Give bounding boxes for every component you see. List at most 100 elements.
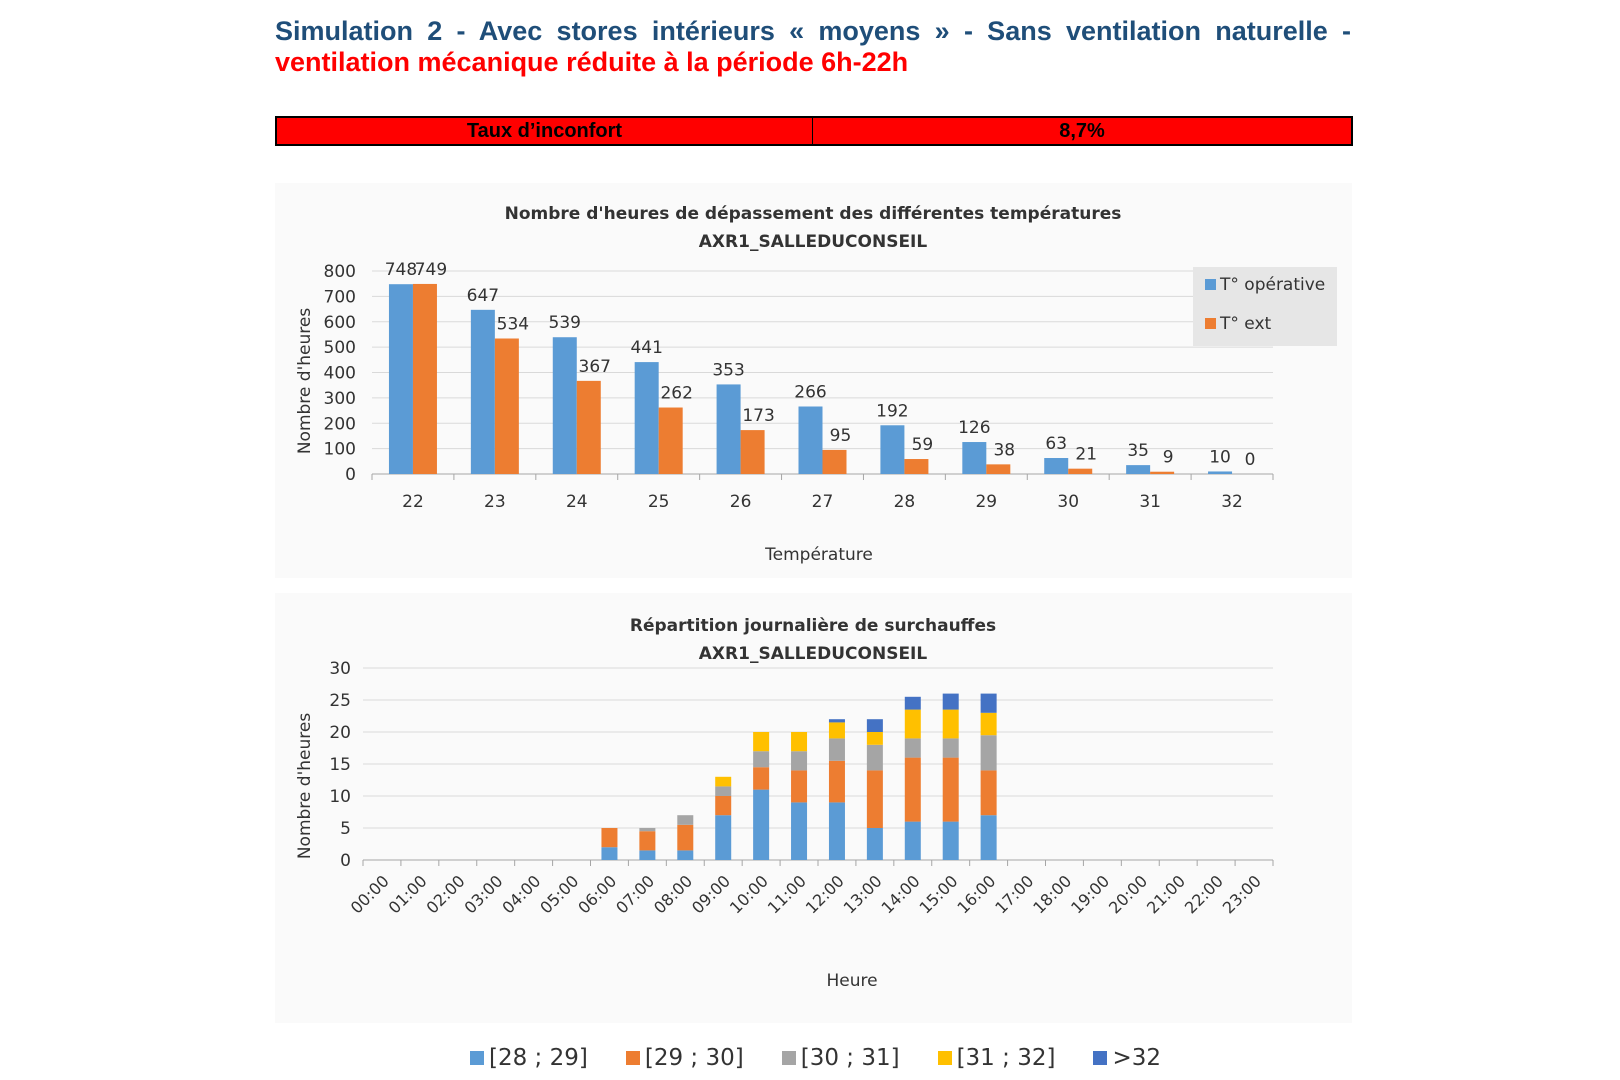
y-tick-label: 0 (345, 465, 356, 485)
x-tick-label: 29 (975, 492, 997, 512)
data-label: 192 (876, 401, 908, 421)
bar (412, 283, 437, 474)
x-tick-label: 02:00 (423, 871, 469, 917)
exceedance-hours-chart-svg: Nombre d'heures de dépassement des diffé… (295, 204, 1337, 565)
stacked-bar-segment (639, 828, 656, 832)
stacked-bar-segment (942, 757, 959, 822)
bar (798, 406, 823, 474)
stacked-bar-segment (715, 796, 732, 816)
x-tick-label: 31 (1139, 492, 1161, 512)
chart-title: Nombre d'heures de dépassement des diffé… (505, 204, 1122, 224)
document-heading: Simulation 2 - Avec stores intérieurs « … (275, 16, 1351, 78)
x-tick-label: 07:00 (612, 871, 658, 917)
x-tick-label: 16:00 (953, 871, 999, 917)
bar (822, 449, 847, 474)
overheating-legend: [28 ; 29] [29 ; 30] [30 ; 31] [31 ; 32] >32 (470, 1038, 1199, 1078)
y-tick-label: 600 (324, 313, 356, 333)
stacked-bar-segment (866, 828, 883, 860)
data-label: 126 (958, 418, 990, 438)
chart-legend: T° opérative T° ext (1193, 267, 1337, 346)
legend-swatch (470, 1051, 484, 1065)
stacked-bar-segment (942, 693, 959, 710)
stacked-bar-segment (828, 719, 845, 723)
bar (388, 284, 413, 474)
legend-swatch-ext (1205, 318, 1216, 329)
x-tick-label: 00:00 (347, 871, 393, 917)
y-axis-title: Nombre d'heures (295, 308, 315, 454)
x-tick-label: 19:00 (1067, 871, 1113, 917)
legend-label: >32 (1112, 1045, 1161, 1071)
x-axis-title: Température (764, 545, 873, 565)
bar (1150, 471, 1175, 474)
x-tick-label: 23 (484, 492, 506, 512)
legend-label-operative: T° opérative (1219, 275, 1325, 295)
stacked-bar-segment (715, 776, 732, 787)
stacked-bar-segment (980, 712, 997, 736)
discomfort-rate-value: 8,7% (1059, 120, 1105, 142)
x-tick-label: 08:00 (650, 871, 696, 917)
bar (470, 309, 495, 474)
bar (880, 425, 905, 474)
y-tick-label: 400 (324, 364, 356, 384)
x-tick-label: 20:00 (1105, 871, 1151, 917)
chart-subtitle: AXR1_SALLEDUCONSEIL (699, 232, 928, 252)
x-tick-label: 32 (1221, 492, 1243, 512)
x-tick-label: 22:00 (1181, 871, 1227, 917)
data-label: 534 (497, 314, 529, 334)
x-tick-label: 11:00 (764, 871, 810, 917)
stacked-bar-segment (677, 824, 694, 851)
stacked-bar-segment (639, 850, 656, 860)
stacked-bar-segment (753, 767, 770, 790)
data-label: 539 (549, 313, 581, 333)
stacked-bar-segment (791, 770, 808, 803)
bar (494, 338, 519, 474)
data-label: 0 (1245, 450, 1256, 470)
stacked-bar-segment (828, 722, 845, 739)
bar (1126, 465, 1151, 474)
stacked-bar-segment (942, 821, 959, 860)
stacked-bar-segment (601, 847, 618, 860)
data-label: 9 (1163, 448, 1174, 468)
stacked-bar-segment (715, 786, 732, 796)
legend-item: [30 ; 31] (781, 1045, 900, 1071)
x-tick-label: 18:00 (1029, 871, 1075, 917)
discomfort-rate-label: Taux d’inconfort (277, 118, 813, 144)
stacked-bar-segment (601, 828, 618, 848)
bar (634, 362, 659, 474)
x-tick-label: 26 (730, 492, 752, 512)
stacked-bar-segment (942, 738, 959, 758)
data-label: 262 (660, 384, 692, 404)
stacked-bar-segment (866, 770, 883, 828)
data-label: 63 (1045, 434, 1067, 454)
stacked-bar-segment (980, 815, 997, 860)
data-label: 95 (830, 426, 852, 446)
bar (716, 384, 741, 474)
x-tick-label: 06:00 (574, 871, 620, 917)
stacked-bar-segment (866, 744, 883, 771)
x-tick-label: 01:00 (385, 871, 431, 917)
y-tick-label: 15 (329, 755, 351, 775)
stacked-bar-segment (828, 802, 845, 860)
x-tick-label: 10:00 (726, 871, 772, 917)
legend-label: [29 ; 30] (644, 1045, 744, 1071)
x-tick-label: 17:00 (991, 871, 1037, 917)
data-label: 173 (742, 406, 774, 426)
legend-label: [28 ; 29] (489, 1045, 588, 1071)
legend-item: [31 ; 32] (937, 1045, 1055, 1071)
data-label: 38 (993, 440, 1015, 460)
stacked-bar-segment (677, 850, 694, 860)
y-tick-label: 10 (329, 787, 351, 807)
y-tick-label: 700 (324, 287, 356, 307)
stacked-bar-segment (715, 815, 732, 860)
data-label: 353 (712, 360, 744, 380)
bar (1208, 471, 1233, 474)
bar (576, 380, 601, 474)
stacked-bar-segment (753, 732, 770, 752)
data-label: 748 (385, 260, 417, 280)
legend-swatch-operative (1205, 279, 1216, 290)
legend-swatch (937, 1051, 952, 1065)
bar (962, 442, 987, 474)
chart-subtitle: AXR1_SALLEDUCONSEIL (699, 644, 928, 664)
x-tick-label: 24 (566, 492, 588, 512)
chart-title: Répartition journalière de surchauffes (630, 616, 996, 636)
